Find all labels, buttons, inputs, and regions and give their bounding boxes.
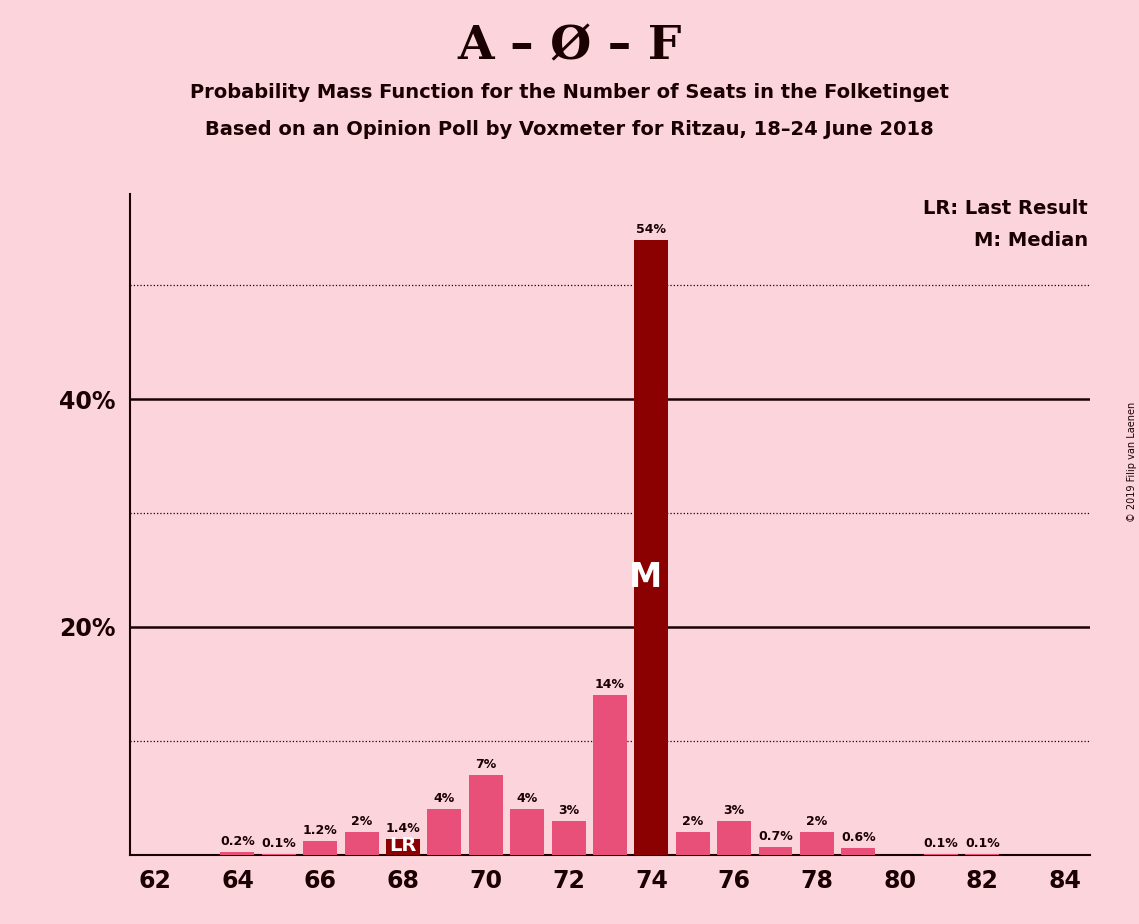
Text: M: Median: M: Median [974, 231, 1088, 250]
Text: A – Ø – F: A – Ø – F [458, 23, 681, 69]
Bar [345, 832, 378, 855]
Bar [551, 821, 585, 855]
Bar [634, 239, 669, 855]
Bar [842, 848, 875, 855]
Text: 0.1%: 0.1% [924, 836, 958, 849]
Text: LR: Last Result: LR: Last Result [923, 199, 1088, 218]
Text: 2%: 2% [682, 815, 704, 828]
Text: 4%: 4% [434, 792, 454, 805]
Text: Probability Mass Function for the Number of Seats in the Folketinget: Probability Mass Function for the Number… [190, 83, 949, 103]
Bar [759, 846, 793, 855]
Bar [221, 853, 254, 855]
Text: 3%: 3% [558, 804, 579, 817]
Text: 2%: 2% [806, 815, 828, 828]
Text: 7%: 7% [475, 758, 497, 771]
Text: Based on an Opinion Poll by Voxmeter for Ritzau, 18–24 June 2018: Based on an Opinion Poll by Voxmeter for… [205, 120, 934, 140]
Text: 0.1%: 0.1% [262, 836, 296, 849]
Text: 0.2%: 0.2% [220, 835, 255, 848]
Bar [718, 821, 751, 855]
Bar [924, 854, 958, 855]
Bar [593, 695, 626, 855]
Text: 0.7%: 0.7% [759, 830, 793, 843]
Text: 1.2%: 1.2% [303, 824, 337, 837]
Bar [303, 841, 337, 855]
Bar [427, 809, 461, 855]
Text: 14%: 14% [595, 678, 625, 691]
Bar [675, 832, 710, 855]
Text: 1.4%: 1.4% [386, 821, 420, 834]
Text: 54%: 54% [637, 223, 666, 236]
Text: 4%: 4% [516, 792, 538, 805]
Bar [800, 832, 834, 855]
Bar [966, 854, 999, 855]
Text: 0.1%: 0.1% [965, 836, 1000, 849]
Text: 2%: 2% [351, 815, 372, 828]
Bar [386, 839, 420, 855]
Text: 3%: 3% [723, 804, 745, 817]
Text: M: M [629, 562, 662, 594]
Text: LR: LR [390, 836, 417, 856]
Text: © 2019 Filip van Laenen: © 2019 Filip van Laenen [1126, 402, 1137, 522]
Bar [510, 809, 544, 855]
Text: 0.6%: 0.6% [841, 831, 876, 844]
Bar [262, 854, 296, 855]
Bar [469, 775, 502, 855]
